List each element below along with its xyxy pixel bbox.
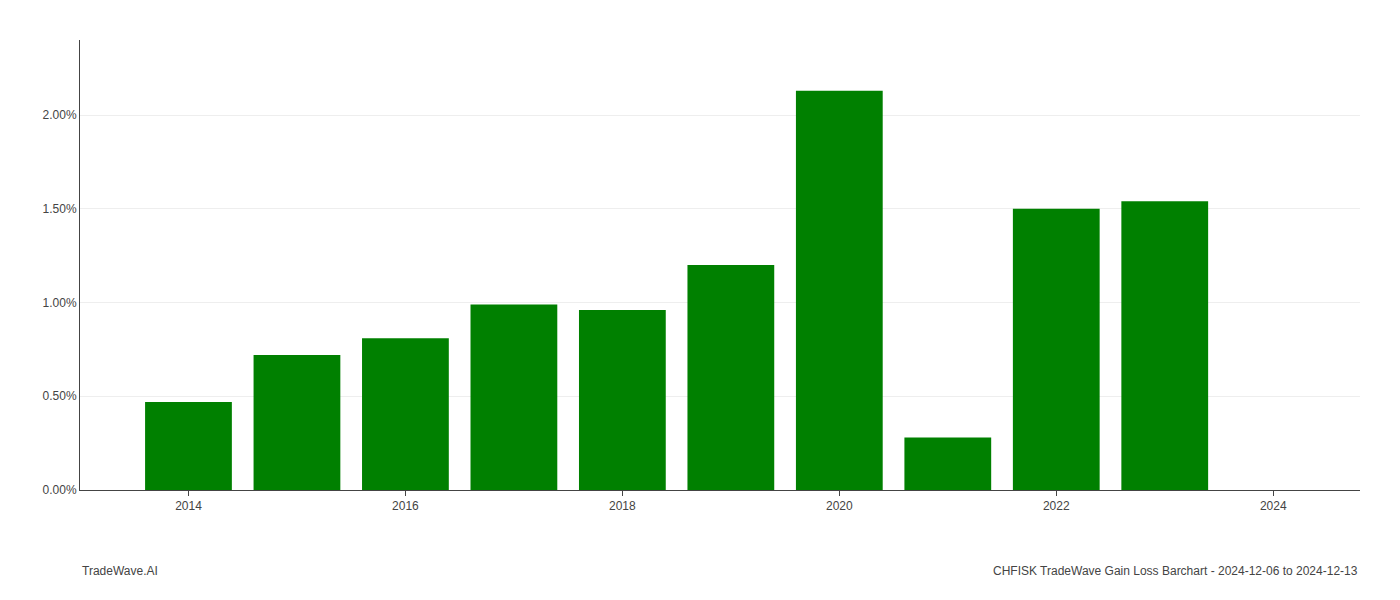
svg-text:2022: 2022	[1043, 499, 1070, 513]
svg-text:2018: 2018	[609, 499, 636, 513]
svg-text:TradeWave.AI: TradeWave.AI	[82, 564, 158, 578]
svg-text:2014: 2014	[175, 499, 202, 513]
svg-text:2024: 2024	[1260, 499, 1287, 513]
svg-text:0.50%: 0.50%	[43, 389, 77, 403]
svg-text:CHFISK TradeWave Gain Loss Bar: CHFISK TradeWave Gain Loss Barchart - 20…	[993, 564, 1358, 578]
svg-text:2.00%: 2.00%	[43, 108, 77, 122]
svg-text:1.00%: 1.00%	[43, 296, 77, 310]
svg-text:2020: 2020	[826, 499, 853, 513]
svg-text:2016: 2016	[392, 499, 419, 513]
svg-text:1.50%: 1.50%	[43, 202, 77, 216]
svg-text:0.00%: 0.00%	[43, 483, 77, 497]
